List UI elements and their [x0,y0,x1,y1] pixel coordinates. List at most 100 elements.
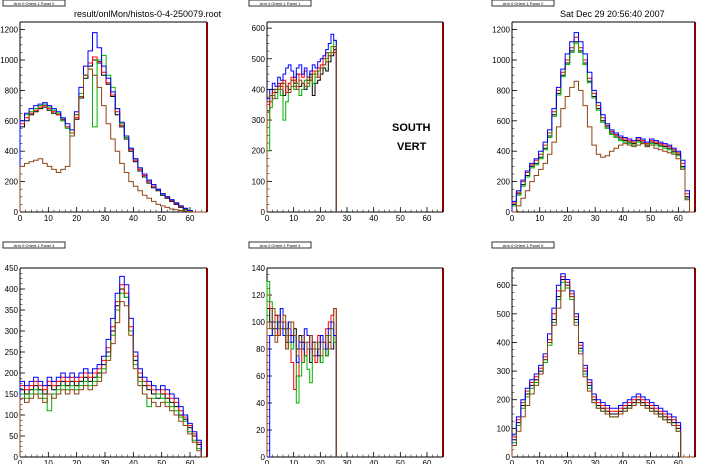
x-tick-label: 30 [591,459,600,464]
y-tick-label: 600 [252,24,266,33]
panel-title-box [2,241,66,249]
x-tick-label: 60 [674,459,683,464]
x-tick-label: 60 [423,214,432,223]
y-tick-label: 300 [252,116,266,125]
filename-label: result/onlMon/histos-0-4-250079.root [74,9,222,19]
y-tick-label: 60 [256,372,265,381]
y-tick-label: 800 [5,86,19,95]
y-tick-label: 400 [5,147,19,156]
x-tick-label: 40 [618,214,627,223]
x-tick-label: 50 [157,459,166,464]
y-tick-label: 100 [5,411,19,420]
panel-4: Arm 0 Orient 1 Panel 4020406080100120140… [248,241,444,464]
x-tick-label: 40 [369,214,378,223]
x-tick-label: 20 [563,214,572,223]
y-tick-label: 0 [261,208,266,217]
x-tick-label: 0 [265,214,270,223]
y-tick-label: 400 [497,338,511,347]
panel-title: Arm 0 Orient 1 Panel 5 [503,243,544,248]
panel-0: Arm 0 Orient 1 Panel 0020040060080010001… [0,0,208,223]
x-tick-label: 60 [186,214,195,223]
x-tick-label: 60 [423,459,432,464]
panel-title: Arm 0 Orient 1 Panel 2 [503,1,544,6]
panel-1: Arm 0 Orient 1 Panel 1010020030040050060… [248,0,444,223]
panel-title-box [491,241,555,249]
x-tick-label: 40 [618,459,627,464]
y-tick-label: 200 [5,369,19,378]
histogram-series-3 [19,32,206,213]
x-tick-label: 10 [44,459,53,464]
panel-title: Arm 0 Orient 1 Panel 4 [260,243,301,248]
histogram-series-4 [512,80,694,213]
annotation-south: SOUTH [392,122,431,134]
x-tick-label: 50 [396,214,405,223]
y-tick-label: 500 [252,55,266,64]
x-tick-label: 20 [316,459,325,464]
x-tick-label: 20 [563,459,572,464]
x-tick-label: 10 [535,459,544,464]
panel-title: Arm 0 Orient 1 Panel 1 [260,1,301,6]
y-tick-label: 300 [5,327,19,336]
x-tick-label: 0 [18,459,23,464]
histogram-series-3 [511,32,694,213]
datetime-label: Sat Dec 29 20:56:40 2007 [560,9,665,19]
panel-title-box [248,241,312,249]
histogram-series-3 [19,275,206,458]
x-tick-label: 50 [646,214,655,223]
x-tick-label: 30 [591,214,600,223]
panel-title: Arm 0 Orient 1 Panel 0 [14,1,55,6]
histogram-series-3 [266,33,337,212]
histogram-series-4 [266,46,337,212]
y-tick-label: 1000 [492,56,510,65]
y-tick-label: 0 [14,453,19,462]
annotation-vert: VERT [397,141,427,153]
x-tick-label: 0 [510,459,515,464]
x-tick-label: 0 [18,214,23,223]
histogram-series-4 [511,284,694,458]
y-tick-label: 100 [252,318,266,327]
y-tick-label: 1200 [492,26,510,35]
y-tick-label: 200 [497,178,511,187]
y-tick-label: 80 [256,345,265,354]
y-tick-label: 600 [497,117,511,126]
y-tick-label: 600 [5,117,19,126]
x-tick-label: 10 [44,214,53,223]
x-tick-label: 20 [72,459,81,464]
histogram-series-4 [19,301,206,458]
y-tick-label: 0 [14,208,19,217]
histogram-series-3 [511,273,694,458]
x-tick-label: 40 [369,459,378,464]
x-tick-label: 10 [289,214,298,223]
panel-title-box [248,0,312,7]
panel-2: Arm 0 Orient 1 Panel 2020040060080010001… [491,0,696,223]
y-tick-label: 600 [497,281,511,290]
x-tick-label: 40 [129,459,138,464]
histogram-series-2 [511,42,694,213]
x-tick-label: 10 [535,214,544,223]
x-tick-label: 20 [316,214,325,223]
x-tick-label: 30 [101,214,110,223]
y-tick-label: 450 [5,264,19,273]
y-tick-label: 800 [497,86,511,95]
y-tick-label: 200 [5,178,19,187]
x-tick-label: 0 [265,459,270,464]
x-tick-label: 60 [674,214,683,223]
y-tick-label: 400 [252,85,266,94]
x-tick-label: 20 [72,214,81,223]
x-tick-label: 30 [343,214,352,223]
y-tick-label: 200 [497,396,511,405]
x-tick-label: 30 [101,459,110,464]
x-tick-label: 40 [129,214,138,223]
x-tick-label: 50 [396,459,405,464]
y-tick-label: 400 [497,147,511,156]
panel-3: Arm 0 Orient 1 Panel 3050100150200250300… [2,241,208,464]
y-tick-label: 40 [256,399,265,408]
y-tick-label: 100 [252,177,266,186]
y-tick-label: 300 [497,367,511,376]
y-tick-label: 250 [5,348,19,357]
histogram-series-1 [511,276,694,458]
histogram-series-4 [19,68,206,213]
y-tick-label: 350 [5,306,19,315]
y-tick-label: 0 [506,453,511,462]
